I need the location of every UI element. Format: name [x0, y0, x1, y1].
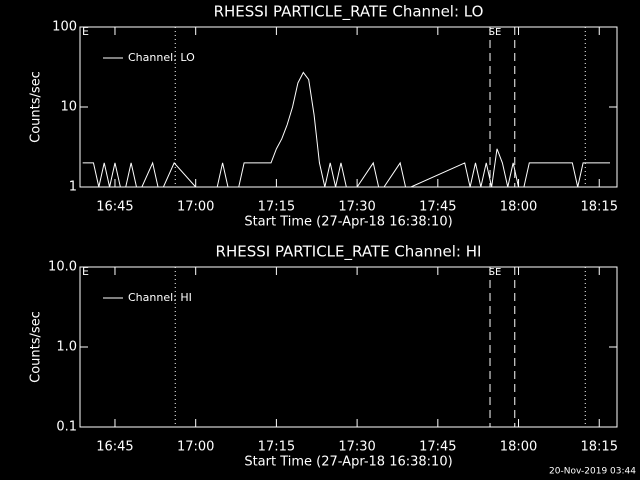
annotation: E: [82, 25, 89, 38]
chart-title: RHESSI PARTICLE_RATE Channel: HI: [216, 243, 482, 262]
y-tick-label: 100: [52, 20, 77, 35]
x-tick-label: 16:45: [96, 200, 133, 215]
y-tick-label: 0.1: [56, 420, 77, 435]
x-tick-label: 18:15: [581, 200, 618, 215]
x-tick-label: 17:45: [419, 440, 456, 455]
y-axis-label: Counts/sec: [29, 71, 44, 143]
x-tick-label: 16:45: [96, 440, 133, 455]
y-tick-label: 10: [60, 100, 77, 115]
y-axis-label: Counts/sec: [29, 311, 44, 383]
x-tick-label: 18:00: [500, 440, 537, 455]
x-tick-label: 17:30: [338, 440, 375, 455]
x-tick-label: 17:00: [177, 200, 214, 215]
y-tick-label: 1: [69, 180, 77, 195]
x-tick-label: 17:30: [338, 200, 375, 215]
x-tick-label: 18:00: [500, 200, 537, 215]
x-tick-label: 18:15: [581, 440, 618, 455]
x-tick-label: 17:45: [419, 200, 456, 215]
legend-label: Channel: HI: [128, 291, 192, 304]
y-tick-label: 10.0: [48, 260, 77, 275]
x-tick-label: 17:00: [177, 440, 214, 455]
annotation: SE: [489, 267, 502, 278]
annotation: SE: [489, 27, 502, 38]
y-tick-label: 1.0: [56, 340, 77, 355]
x-tick-label: 17:15: [258, 440, 295, 455]
chart-title: RHESSI PARTICLE_RATE Channel: LO: [214, 3, 484, 22]
annotation: E: [82, 265, 89, 278]
x-tick-label: 17:15: [258, 200, 295, 215]
x-axis-label: Start Time (27-Apr-18 16:38:10): [244, 455, 452, 470]
footer: 20-Nov-2019 03:44: [549, 467, 636, 477]
x-axis-label: Start Time (27-Apr-18 16:38:10): [244, 215, 452, 230]
data-line: [82, 71, 611, 188]
legend-label: Channel: LO: [128, 51, 195, 64]
